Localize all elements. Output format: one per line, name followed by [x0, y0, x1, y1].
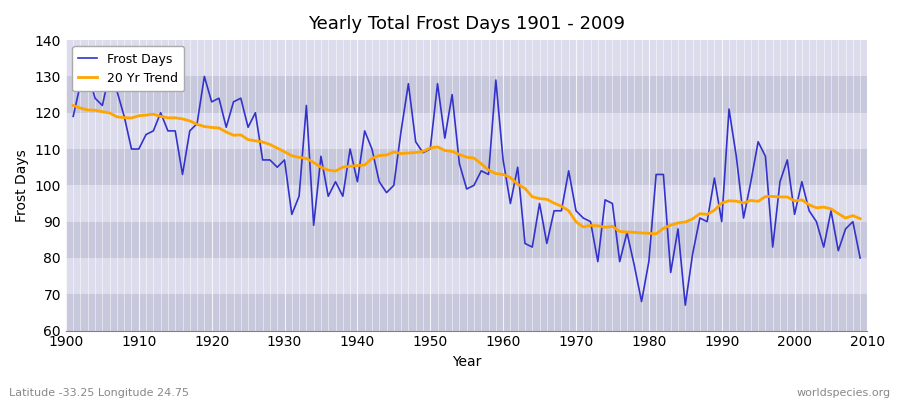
Frost Days: [338, 194, 348, 199]
Frost Days: [855, 256, 866, 260]
Bar: [66, 76, 868, 113]
Legend: Frost Days, 20 Yr Trend: Frost Days, 20 Yr Trend: [72, 46, 184, 91]
Text: worldspecies.org: worldspecies.org: [796, 388, 891, 398]
Line: Frost Days: Frost Days: [73, 73, 860, 305]
Bar: [66, 258, 868, 294]
Bar: [66, 294, 868, 330]
20 Yr Trend: [585, 223, 596, 228]
Title: Yearly Total Frost Days 1901 - 2009: Yearly Total Frost Days 1901 - 2009: [308, 15, 626, 33]
Bar: [66, 149, 868, 185]
Y-axis label: Frost Days: Frost Days: [15, 149, 29, 222]
20 Yr Trend: [286, 153, 297, 158]
Bar: [66, 113, 868, 149]
20 Yr Trend: [855, 216, 866, 221]
Frost Days: [68, 114, 78, 119]
Bar: [66, 40, 868, 76]
Text: Latitude -33.25 Longitude 24.75: Latitude -33.25 Longitude 24.75: [9, 388, 189, 398]
20 Yr Trend: [651, 232, 661, 236]
Line: 20 Yr Trend: 20 Yr Trend: [73, 106, 860, 234]
20 Yr Trend: [491, 171, 501, 176]
20 Yr Trend: [68, 103, 78, 108]
Frost Days: [592, 259, 603, 264]
Frost Days: [680, 303, 690, 308]
Frost Days: [133, 147, 144, 152]
20 Yr Trend: [330, 169, 341, 174]
Frost Days: [293, 194, 304, 199]
Frost Days: [498, 158, 508, 162]
Frost Days: [505, 201, 516, 206]
20 Yr Trend: [498, 172, 508, 177]
20 Yr Trend: [126, 116, 137, 120]
Bar: [66, 222, 868, 258]
X-axis label: Year: Year: [452, 355, 482, 369]
Bar: [66, 185, 868, 222]
Frost Days: [83, 70, 94, 75]
